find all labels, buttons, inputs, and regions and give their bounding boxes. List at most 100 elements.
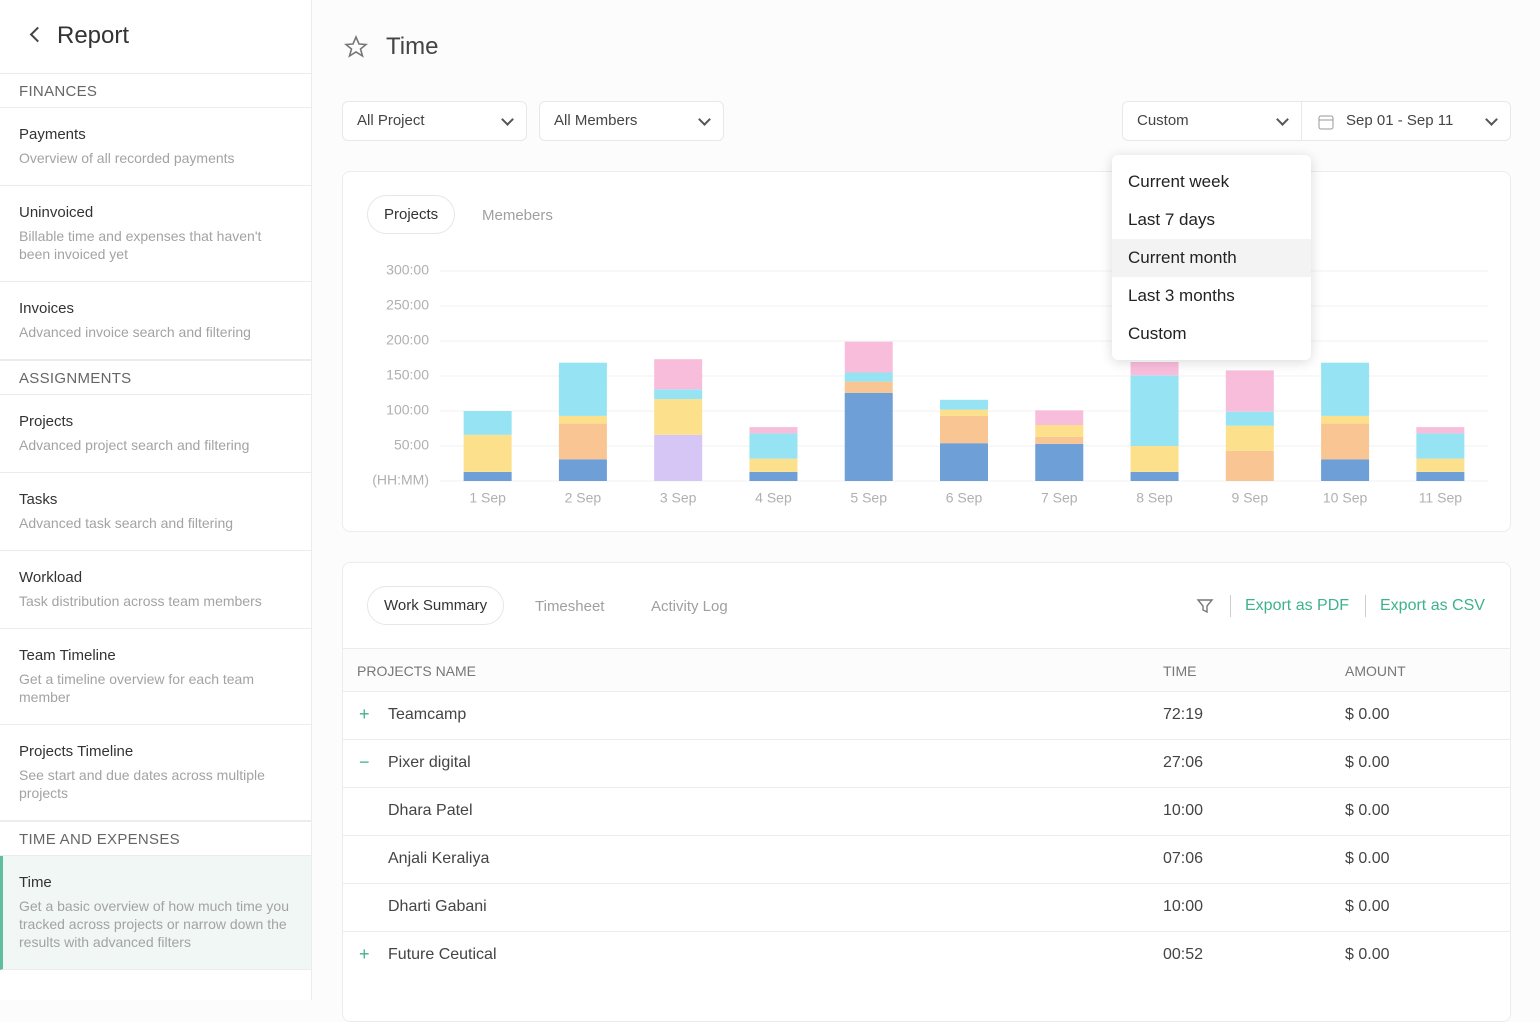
y-tick-label: 250:00 (386, 297, 429, 313)
bar-segment (1225, 425, 1274, 451)
chart-tab[interactable]: Projects (367, 195, 456, 234)
amount: $ 0.00 (1345, 802, 1390, 819)
nav-item[interactable]: Payments Overview of all recorded payment… (0, 108, 311, 186)
dropdown-option[interactable]: Custom (1128, 324, 1187, 343)
table-tab[interactable]: Timesheet (535, 598, 605, 615)
nav-title: Team Timeline (19, 647, 116, 664)
table-row[interactable]: Dharti Gabani 10:00 $ 0.00 (343, 883, 1510, 931)
nav-title: Workload (19, 569, 83, 586)
page-title: Time (386, 33, 439, 60)
nav-desc: Billable time and expenses that haven't … (19, 228, 262, 262)
project-name: Teamcamp (388, 706, 467, 723)
export-pdf[interactable]: Export as PDF (1245, 597, 1350, 614)
time: 72:19 (1163, 706, 1204, 723)
dropdown-option[interactable]: Last 3 months (1128, 286, 1235, 305)
amount: $ 0.00 (1345, 850, 1390, 867)
table-tab[interactable]: Work Summary (367, 586, 505, 625)
export-csv[interactable]: Export as CSV (1380, 597, 1485, 614)
sidebar-header[interactable]: Report (0, 0, 311, 73)
bar-segment (844, 372, 893, 382)
bar-segment (558, 459, 607, 481)
nav-item[interactable]: Team Timeline Get a timeline overview for… (0, 629, 311, 725)
nav-desc: See start and due dates across multiple … (19, 767, 265, 801)
bar-segment (844, 392, 893, 481)
nav-item[interactable]: Projects Timeline See start and due dates… (0, 725, 311, 821)
sidebar-list: FINANCES Payments Overview of all recorded… (0, 73, 311, 970)
table-tab[interactable]: Activity Log (651, 598, 728, 615)
bar-segment (1130, 375, 1179, 446)
column-header: TIME (1163, 663, 1197, 679)
bar-segment (749, 433, 798, 459)
bar-segment (1321, 362, 1370, 416)
project-name: Dhara Patel (388, 802, 473, 819)
bar-segment (1225, 450, 1274, 481)
range-select[interactable]: Custom (1122, 101, 1302, 141)
star-icon[interactable] (343, 34, 369, 64)
bar-segment (1130, 471, 1179, 481)
nav-item[interactable]: Projects Advanced project search and filt… (0, 395, 311, 473)
section-heading: ASSIGNMENTS (0, 360, 311, 395)
chart-card: Projects Memebers (HH:MM) 50:00 100:00 150:… (342, 171, 1511, 532)
nav-desc: Advanced task search and filtering (19, 515, 234, 531)
x-tick-label: 10 Sep (1323, 490, 1368, 506)
bar-segment (749, 471, 798, 481)
range-dropdown: Current week Last 7 days Current month Last… (1112, 155, 1311, 360)
expand-toggle[interactable]: + (359, 704, 370, 724)
amount: $ 0.00 (1345, 898, 1390, 915)
bar-segment (1321, 423, 1370, 460)
x-tick-label: 5 Sep (850, 490, 887, 506)
bar-segment (558, 415, 607, 424)
chart-tab[interactable]: Memebers (482, 207, 553, 224)
table-header: PROJECTS NAME TIME AMOUNT (343, 648, 1510, 691)
time: 00:52 (1163, 946, 1204, 963)
table-row[interactable]: + Teamcamp 72:19 $ 0.00 (343, 691, 1510, 739)
nav-item[interactable]: Workload Task distribution across team me… (0, 551, 311, 629)
x-tick-label: 9 Sep (1232, 490, 1269, 506)
nav-title: Projects (19, 413, 74, 430)
column-header: PROJECTS NAME (357, 663, 477, 679)
bar-segment (844, 381, 893, 393)
bar-segment (1035, 410, 1084, 425)
bar-segment (940, 415, 988, 444)
x-tick-label: 3 Sep (660, 490, 697, 506)
bar-segment (749, 458, 798, 472)
project-select[interactable]: All Project (342, 101, 527, 141)
section-heading: TIME AND EXPENSES (0, 821, 311, 856)
table-row[interactable]: Anjali Keraliya 07:06 $ 0.00 (343, 835, 1510, 883)
nav-item[interactable]: Uninvoiced Billable time and expenses tha… (0, 186, 311, 282)
nav-item[interactable]: Invoices Advanced invoice search and filt… (0, 282, 311, 360)
filter-icon[interactable] (1196, 597, 1214, 615)
nav-title: Uninvoiced (19, 204, 94, 221)
section-heading: FINANCES (0, 73, 311, 108)
amount: $ 0.00 (1345, 946, 1390, 963)
nav-desc: Advanced project search and filtering (19, 437, 250, 453)
table-row[interactable]: + Future Ceutical 00:52 $ 0.00 (343, 931, 1510, 979)
nav-item[interactable]: Time Get a basic overview of how much tim… (0, 856, 311, 970)
nav-title: Tasks (19, 491, 58, 508)
date-select[interactable]: Sep 01 - Sep 11 (1301, 101, 1511, 141)
x-tick-label: 8 Sep (1136, 490, 1173, 506)
calendar-icon (1318, 115, 1334, 130)
nav-desc: Task distribution across team members (19, 593, 262, 609)
dropdown-option[interactable]: Current week (1128, 172, 1230, 191)
table-row[interactable]: − Pixer digital 27:06 $ 0.00 (343, 739, 1510, 787)
bar-segment (749, 427, 798, 434)
amount: $ 0.00 (1345, 706, 1390, 723)
x-tick-label: 6 Sep (946, 490, 983, 506)
table-row[interactable]: Dhara Patel 10:00 $ 0.00 (343, 787, 1510, 835)
sidebar: Report FINANCES Payments Overview of all r… (0, 0, 312, 1000)
bar-segment (1130, 362, 1179, 376)
members-select[interactable]: All Members (539, 101, 724, 141)
bar-segment (1321, 459, 1370, 481)
project-name: Future Ceutical (388, 946, 497, 963)
expand-toggle[interactable]: + (359, 944, 370, 964)
bar-segment (1225, 411, 1274, 426)
nav-item[interactable]: Tasks Advanced task search and filtering (0, 473, 311, 551)
dropdown-option[interactable]: Last 7 days (1128, 210, 1215, 229)
bar-segment (1035, 443, 1084, 481)
nav-title: Invoices (19, 300, 75, 317)
expand-toggle[interactable]: − (359, 752, 370, 772)
nav-desc: Overview of all recorded payments (19, 150, 235, 166)
dropdown-option[interactable]: Current month (1112, 239, 1311, 277)
